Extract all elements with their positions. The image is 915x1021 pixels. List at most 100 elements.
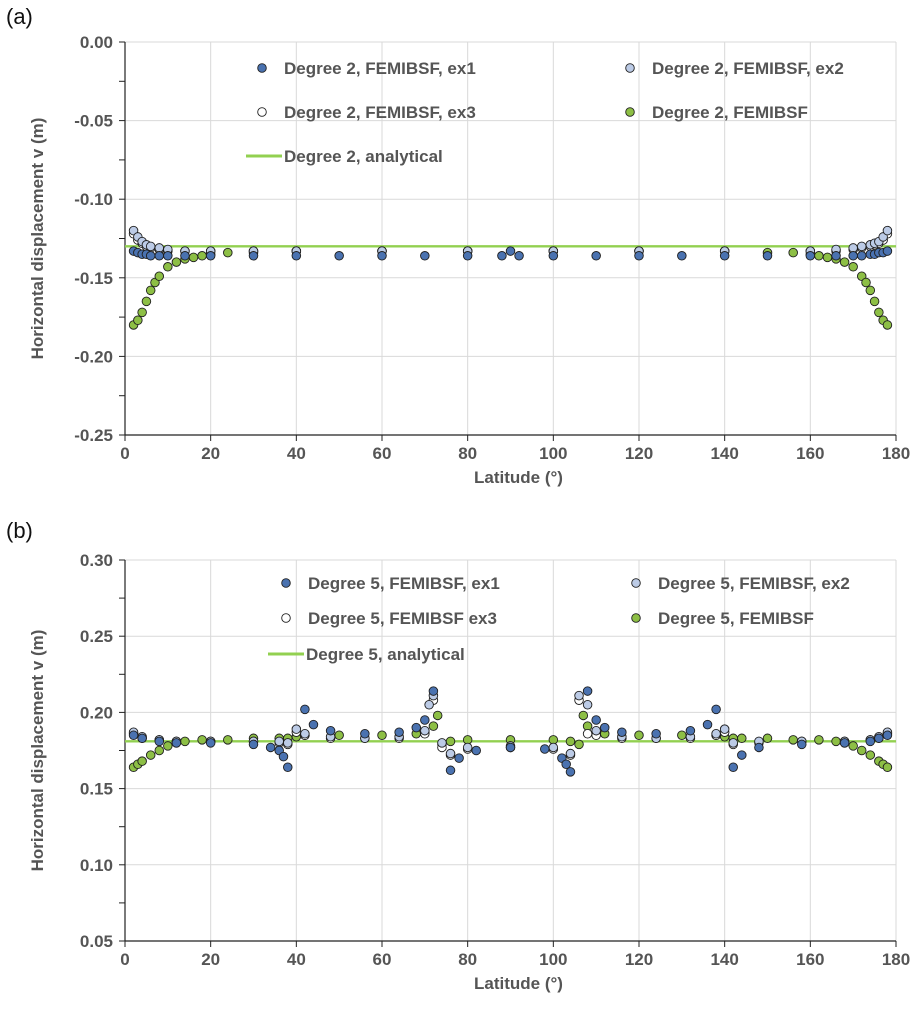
data-point-ex1 bbox=[882, 246, 893, 256]
legend-marker-ex1 bbox=[257, 63, 267, 73]
data-point-ex1 bbox=[514, 251, 524, 261]
data-point-ex2 bbox=[565, 748, 576, 759]
legend-label-femibsf: Degree 5, FEMIBSF bbox=[658, 609, 814, 628]
y-tick-label: 0.30 bbox=[80, 551, 113, 570]
data-point-ex1 bbox=[454, 753, 464, 763]
data-point-ex1 bbox=[728, 762, 738, 773]
data-point-ex1 bbox=[205, 251, 216, 261]
legend-marker-ex3 bbox=[257, 107, 267, 117]
data-point-femibsf bbox=[848, 262, 858, 272]
x-tick-label: 60 bbox=[373, 950, 392, 969]
data-point-femibsf bbox=[154, 745, 165, 756]
data-point-femibsf bbox=[869, 296, 880, 307]
legend-label-femibsf: Degree 2, FEMIBSF bbox=[652, 103, 808, 122]
x-tick-label: 40 bbox=[287, 444, 306, 463]
data-point-femibsf bbox=[180, 736, 190, 747]
data-point-ex2 bbox=[274, 736, 284, 747]
y-tick-label: 0.00 bbox=[80, 33, 113, 52]
data-point-ex1 bbox=[874, 733, 884, 744]
data-point-ex1 bbox=[180, 251, 190, 261]
data-point-ex1 bbox=[497, 251, 507, 261]
legend-marker-femibsf bbox=[625, 107, 635, 117]
data-point-ex1 bbox=[154, 736, 165, 747]
y-tick-label: 0.05 bbox=[80, 932, 113, 951]
data-point-femibsf bbox=[445, 736, 456, 747]
data-point-ex1 bbox=[128, 730, 139, 741]
data-point-femibsf bbox=[188, 252, 199, 263]
data-point-femibsf bbox=[634, 730, 644, 741]
data-point-ex1 bbox=[591, 251, 601, 261]
data-point-ex1 bbox=[325, 725, 336, 736]
x-tick-label: 120 bbox=[625, 444, 653, 463]
data-point-ex2 bbox=[882, 225, 893, 236]
data-point-ex1 bbox=[797, 739, 807, 750]
panel-label-a: (a) bbox=[6, 4, 33, 29]
data-point-femibsf bbox=[141, 296, 152, 307]
data-point-ex2 bbox=[445, 748, 456, 759]
data-point-femibsf bbox=[197, 735, 207, 745]
data-point-femibsf bbox=[677, 730, 687, 741]
data-point-femibsf bbox=[163, 262, 173, 272]
data-point-femibsf bbox=[822, 252, 833, 263]
data-point-femibsf bbox=[737, 733, 747, 744]
data-point-ex1 bbox=[634, 251, 644, 261]
data-point-ex1 bbox=[300, 704, 310, 715]
x-tick-label: 120 bbox=[625, 950, 653, 969]
y-tick-label: -0.05 bbox=[74, 112, 113, 131]
x-tick-label: 180 bbox=[882, 444, 910, 463]
data-point-femibsf bbox=[831, 736, 841, 747]
data-point-ex1 bbox=[377, 251, 387, 261]
data-point-femibsf bbox=[223, 735, 233, 745]
data-point-ex1 bbox=[839, 738, 850, 748]
legend-label-analytical: Degree 5, analytical bbox=[306, 645, 465, 664]
legend-label-ex3: Degree 2, FEMIBSF, ex3 bbox=[284, 103, 476, 122]
data-point-femibsf bbox=[865, 750, 876, 760]
data-point-ex2 bbox=[574, 690, 584, 701]
data-point-femibsf bbox=[814, 251, 824, 261]
x-tick-label: 40 bbox=[287, 950, 306, 969]
data-point-femibsf bbox=[788, 247, 798, 258]
data-point-ex1 bbox=[360, 728, 370, 739]
data-point-ex1 bbox=[411, 722, 422, 733]
data-point-ex1 bbox=[565, 767, 576, 777]
x-axis-title: Latitude (°) bbox=[474, 974, 563, 993]
y-axis-title: Horizontal displacement v (m) bbox=[28, 630, 47, 872]
data-point-ex2 bbox=[856, 241, 867, 252]
data-point-ex1 bbox=[462, 251, 473, 261]
data-point-ex1 bbox=[283, 762, 293, 773]
chart-a: 0 20 40 60 80 100 120 140 160 180 0.00 -0.05 -0.10 -0… bbox=[28, 33, 910, 487]
y-tick-label: -0.15 bbox=[74, 269, 113, 288]
data-point-femibsf bbox=[137, 307, 147, 318]
x-axis-title: Latitude (°) bbox=[474, 468, 563, 487]
legend-marker-femibsf bbox=[631, 613, 641, 623]
data-point-ex1 bbox=[291, 251, 302, 261]
data-point-femibsf bbox=[861, 277, 871, 288]
data-point-ex1 bbox=[702, 719, 713, 730]
data-point-ex1 bbox=[145, 251, 156, 261]
x-tick-label: 0 bbox=[120, 444, 129, 463]
data-point-ex2 bbox=[145, 241, 156, 252]
panel-label-b: (b) bbox=[6, 518, 33, 543]
data-point-ex1 bbox=[445, 765, 456, 776]
data-point-femibsf bbox=[133, 315, 143, 325]
x-tick-label: 80 bbox=[458, 950, 477, 969]
data-point-ex2 bbox=[848, 243, 858, 253]
data-point-femibsf bbox=[578, 710, 589, 721]
data-point-femibsf bbox=[163, 741, 173, 751]
data-point-ex1 bbox=[278, 751, 289, 762]
data-point-ex1 bbox=[248, 251, 259, 261]
data-point-ex2 bbox=[582, 700, 593, 710]
data-point-femibsf bbox=[856, 745, 867, 756]
data-point-femibsf bbox=[334, 730, 344, 741]
legend-label-analytical: Degree 2, analytical bbox=[284, 147, 443, 166]
y-tick-label: 0.10 bbox=[80, 856, 113, 875]
x-tick-label: 20 bbox=[201, 950, 220, 969]
data-point-femibsf bbox=[428, 721, 439, 731]
y-tick-label: 0.25 bbox=[80, 627, 113, 646]
x-tick-label: 0 bbox=[120, 950, 129, 969]
data-point-femibsf bbox=[137, 756, 147, 766]
data-point-ex1 bbox=[685, 725, 696, 736]
data-point-ex2 bbox=[711, 728, 721, 739]
y-tick-label: 0.20 bbox=[80, 703, 113, 722]
data-point-femibsf bbox=[565, 736, 576, 747]
